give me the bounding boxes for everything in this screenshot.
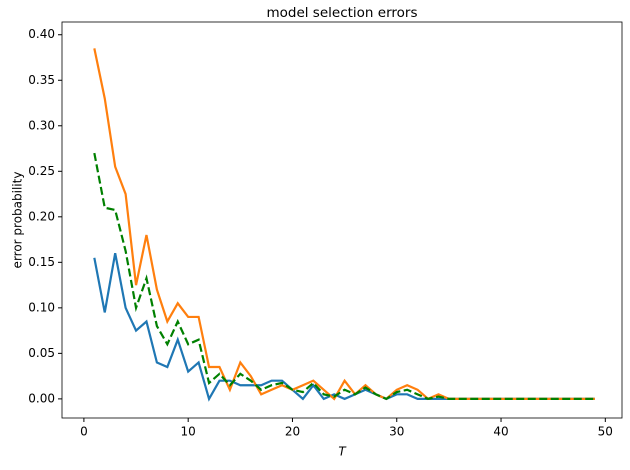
y-tick-label: 0.25	[28, 164, 55, 178]
x-tick-label: 20	[285, 425, 300, 439]
y-tick-label: 0.05	[28, 346, 55, 360]
y-tick-label: 0.00	[28, 391, 55, 405]
y-tick-label: 0.20	[28, 209, 55, 223]
x-tick-label: 0	[80, 425, 88, 439]
y-tick-label: 0.15	[28, 255, 55, 269]
plot-frame	[61, 21, 623, 419]
y-tick-label: 0.40	[28, 27, 55, 41]
y-axis-label: error probability	[11, 172, 25, 269]
x-tick-label: 30	[389, 425, 404, 439]
line-series	[93, 253, 595, 402]
line-series	[93, 48, 595, 401]
y-tick-label: 0.35	[28, 73, 55, 87]
x-tick-label: 40	[493, 425, 508, 439]
y-tick-label: 0.10	[28, 300, 55, 314]
x-tick-label: 50	[598, 425, 613, 439]
line-series	[93, 152, 595, 401]
y-tick-label: 0.30	[28, 118, 55, 132]
x-axis-label: T	[338, 445, 347, 459]
chart-title: model selection errors	[266, 5, 417, 21]
x-tick-label: 10	[181, 425, 196, 439]
